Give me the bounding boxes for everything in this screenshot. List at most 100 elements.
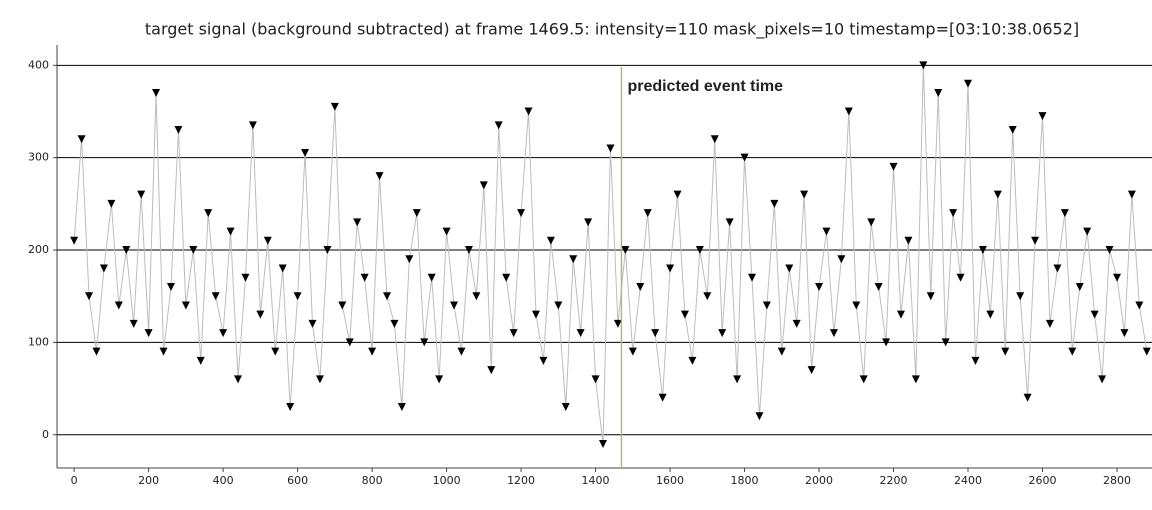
marker	[256, 310, 265, 319]
marker	[263, 236, 272, 245]
marker	[278, 264, 287, 273]
marker	[718, 329, 727, 338]
marker	[204, 209, 213, 218]
marker	[882, 338, 891, 347]
marker	[509, 329, 518, 338]
marker	[986, 310, 995, 319]
marker	[837, 255, 846, 264]
marker	[829, 329, 838, 338]
marker	[926, 292, 935, 301]
marker	[546, 236, 555, 245]
marker	[606, 144, 615, 153]
x-tick-label: 200	[138, 474, 159, 487]
marker	[77, 135, 86, 144]
y-tick-label: 100	[28, 335, 49, 348]
marker	[487, 366, 496, 375]
marker	[889, 162, 898, 171]
marker	[643, 209, 652, 218]
marker	[271, 347, 280, 356]
event-label: predicted event time	[627, 78, 783, 95]
marker	[286, 403, 295, 412]
marker	[345, 338, 354, 347]
marker	[1127, 190, 1136, 199]
marker	[226, 227, 235, 236]
marker	[412, 209, 421, 218]
x-tick-label: 1000	[433, 474, 461, 487]
marker	[166, 282, 175, 291]
marker	[234, 375, 243, 384]
x-tick-label: 1400	[582, 474, 610, 487]
marker	[874, 282, 883, 291]
marker	[904, 236, 913, 245]
marker	[1105, 246, 1114, 255]
marker	[435, 375, 444, 384]
x-tick-label: 2800	[1103, 474, 1131, 487]
marker	[859, 375, 868, 384]
marker	[949, 209, 958, 218]
marker	[92, 347, 101, 356]
marker	[755, 412, 764, 421]
marker	[315, 375, 324, 384]
marker	[680, 310, 689, 319]
marker	[673, 190, 682, 199]
marker	[1090, 310, 1099, 319]
marker	[822, 227, 831, 236]
marker	[427, 273, 436, 282]
marker	[360, 273, 369, 282]
chart-title: target signal (background subtracted) at…	[145, 20, 1079, 40]
marker	[189, 246, 198, 255]
marker	[517, 209, 526, 218]
marker	[524, 107, 533, 116]
x-tick-label: 2600	[1029, 474, 1057, 487]
marker	[1112, 273, 1121, 282]
marker	[636, 282, 645, 291]
marker	[338, 301, 347, 310]
marker	[613, 319, 622, 328]
marker	[301, 149, 310, 158]
x-tick-label: 400	[213, 474, 234, 487]
marker	[1142, 347, 1151, 356]
marker	[1053, 264, 1062, 273]
marker	[1068, 347, 1077, 356]
marker	[450, 301, 459, 310]
marker	[919, 61, 928, 70]
y-tick-label: 200	[28, 243, 49, 256]
marker	[658, 393, 667, 402]
marker	[1045, 319, 1054, 328]
marker	[144, 329, 153, 338]
marker	[368, 347, 377, 356]
marker	[725, 218, 734, 227]
marker	[956, 273, 965, 282]
marker	[1120, 329, 1129, 338]
marker	[554, 301, 563, 310]
marker	[584, 218, 593, 227]
marker	[710, 135, 719, 144]
x-tick-label: 600	[287, 474, 308, 487]
marker	[1016, 292, 1025, 301]
marker	[479, 181, 488, 190]
marker	[733, 375, 742, 384]
y-tick-label: 0	[42, 428, 49, 441]
marker	[993, 190, 1002, 199]
marker	[211, 292, 220, 301]
marker	[777, 347, 786, 356]
marker	[770, 199, 779, 208]
x-tick-label: 1200	[507, 474, 535, 487]
marker	[152, 89, 161, 98]
marker	[248, 121, 257, 130]
marker	[330, 102, 339, 111]
marker	[114, 301, 123, 310]
marker	[1031, 236, 1040, 245]
marker	[599, 439, 608, 448]
x-tick-label: 2000	[805, 474, 833, 487]
marker	[651, 329, 660, 338]
marker	[375, 172, 384, 181]
marker	[472, 292, 481, 301]
marker	[591, 375, 600, 384]
marker	[747, 273, 756, 282]
marker	[464, 246, 473, 255]
marker	[1060, 209, 1069, 218]
marker	[293, 292, 302, 301]
marker	[353, 218, 362, 227]
